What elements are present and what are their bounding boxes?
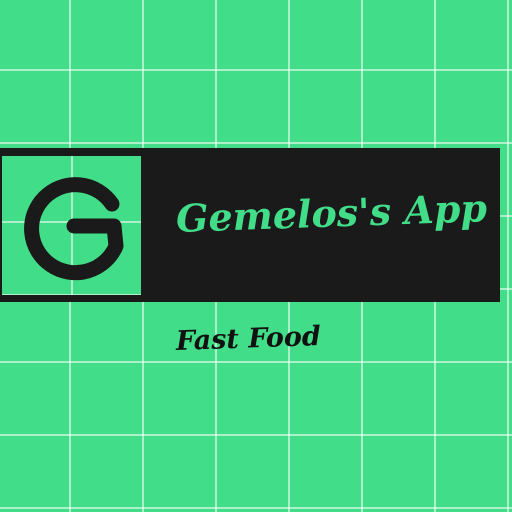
tagline: Fast Food [175, 320, 322, 357]
logo-tile [0, 154, 143, 297]
letter-g-logo-icon [24, 177, 124, 281]
